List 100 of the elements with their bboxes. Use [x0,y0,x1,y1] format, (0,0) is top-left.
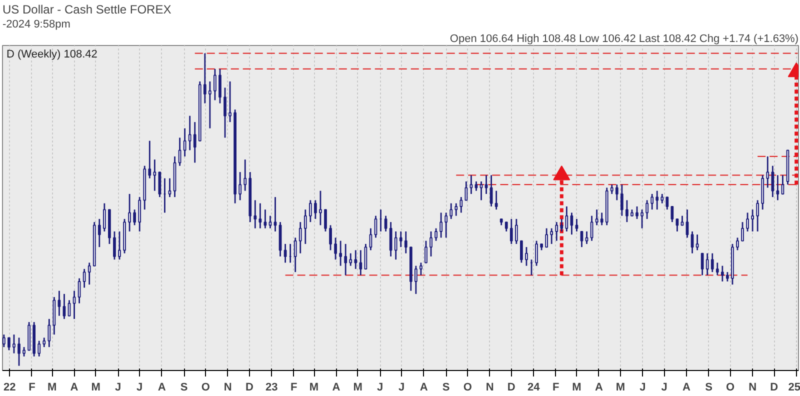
candlestick [470,174,473,195]
candlestick [736,236,739,251]
x-tick-label: A [332,382,340,394]
candlestick [650,193,654,210]
candlestick [319,190,322,226]
candlestick [168,178,172,198]
candlestick [298,221,302,254]
candlestick [208,80,212,130]
candlestick [394,230,398,260]
candlestick [354,249,358,270]
x-tick-label: J [398,382,405,394]
candlestick [324,208,327,232]
candlestick [264,208,267,230]
candlestick [138,196,142,232]
candlestick [424,240,428,264]
candlestick [294,236,297,273]
candlestick [726,271,729,282]
x-tick-label: D [507,382,516,394]
x-tick-label: A [158,382,166,394]
candlestick [434,228,438,242]
candlestick [600,212,604,226]
x-tick-label: A [594,382,603,394]
x-tick-label: J [640,382,646,394]
candlestick [193,121,196,164]
candlestick [771,165,774,198]
x-tick-label: O [201,382,210,394]
candlestick [128,193,131,232]
candlestick [565,206,568,232]
candlestick [18,336,20,367]
candlestick [359,249,362,276]
text: Open 106.64 High 108.48 Low 106.42 Last 108.42 Chg +1.74 (+1.63%) [450,33,799,45]
candlestick [58,290,61,317]
candlestick [148,140,152,180]
x-tick-label: M [91,382,100,394]
candlestick [640,208,644,230]
x-tick-label: O [463,382,472,394]
x-tick-label: A [420,382,428,394]
x-tick-label: M [616,382,626,394]
candlestick [224,86,226,138]
x-tick-label: N [748,382,757,394]
candlestick [766,156,770,188]
candlestick [716,262,719,276]
candlestick [535,240,538,267]
candlestick [430,230,432,258]
candlestick [22,346,26,358]
candlestick [48,318,51,348]
candlestick [510,218,513,245]
x-tick-label: J [376,382,384,394]
candlestick [545,228,548,248]
x-tick-label: 22 [4,382,16,394]
candlestick [399,230,402,248]
candlestick [2,334,6,348]
candlestick [102,202,106,232]
candlestick [188,115,192,151]
candlestick [203,52,206,104]
x-tick-label: S [180,382,188,394]
candlestick [494,190,498,210]
x-tick-label: F [28,382,36,394]
candlestick [258,202,262,230]
candlestick [560,218,564,232]
x-tick-label: 25 [788,382,800,394]
candlestick [741,221,744,242]
candlestick [615,184,618,201]
x-tick-label: N [486,382,494,394]
candlestick [720,265,724,282]
candlestick [98,218,101,248]
candlestick [484,174,488,195]
x-tick-label: S [705,382,712,394]
x-tick-label: J [661,382,668,394]
candlestick [444,212,448,238]
candlestick [450,202,453,220]
chart-subtitle: -2024 9:58pm [2,18,70,30]
candlestick [696,234,699,251]
candlestick [460,196,463,214]
candlestick [660,193,664,204]
candlestick [656,190,659,210]
candlestick [670,206,674,223]
candlestick [62,293,66,320]
annotation: D (Weekly) 108.42 [6,48,98,60]
candlestick [490,174,493,208]
x-tick-label: M [47,382,57,394]
candlestick [218,68,222,104]
candlestick [404,230,408,254]
candlestick [153,158,156,192]
candlestick [781,174,784,195]
candlestick [610,184,614,195]
x-tick-label: F [290,382,298,394]
x-tick-label: 23 [266,382,278,394]
x-tick-label: A [682,382,691,394]
candlestick [580,230,584,248]
candlestick [480,180,483,201]
candlestick [349,252,352,267]
candlestick [12,334,16,354]
candlestick [504,221,508,232]
candlestick [339,240,342,267]
candlestick [454,202,458,217]
candlestick [238,171,242,201]
candlestick [214,68,216,101]
candlestick [756,199,760,232]
candlestick [751,208,754,232]
